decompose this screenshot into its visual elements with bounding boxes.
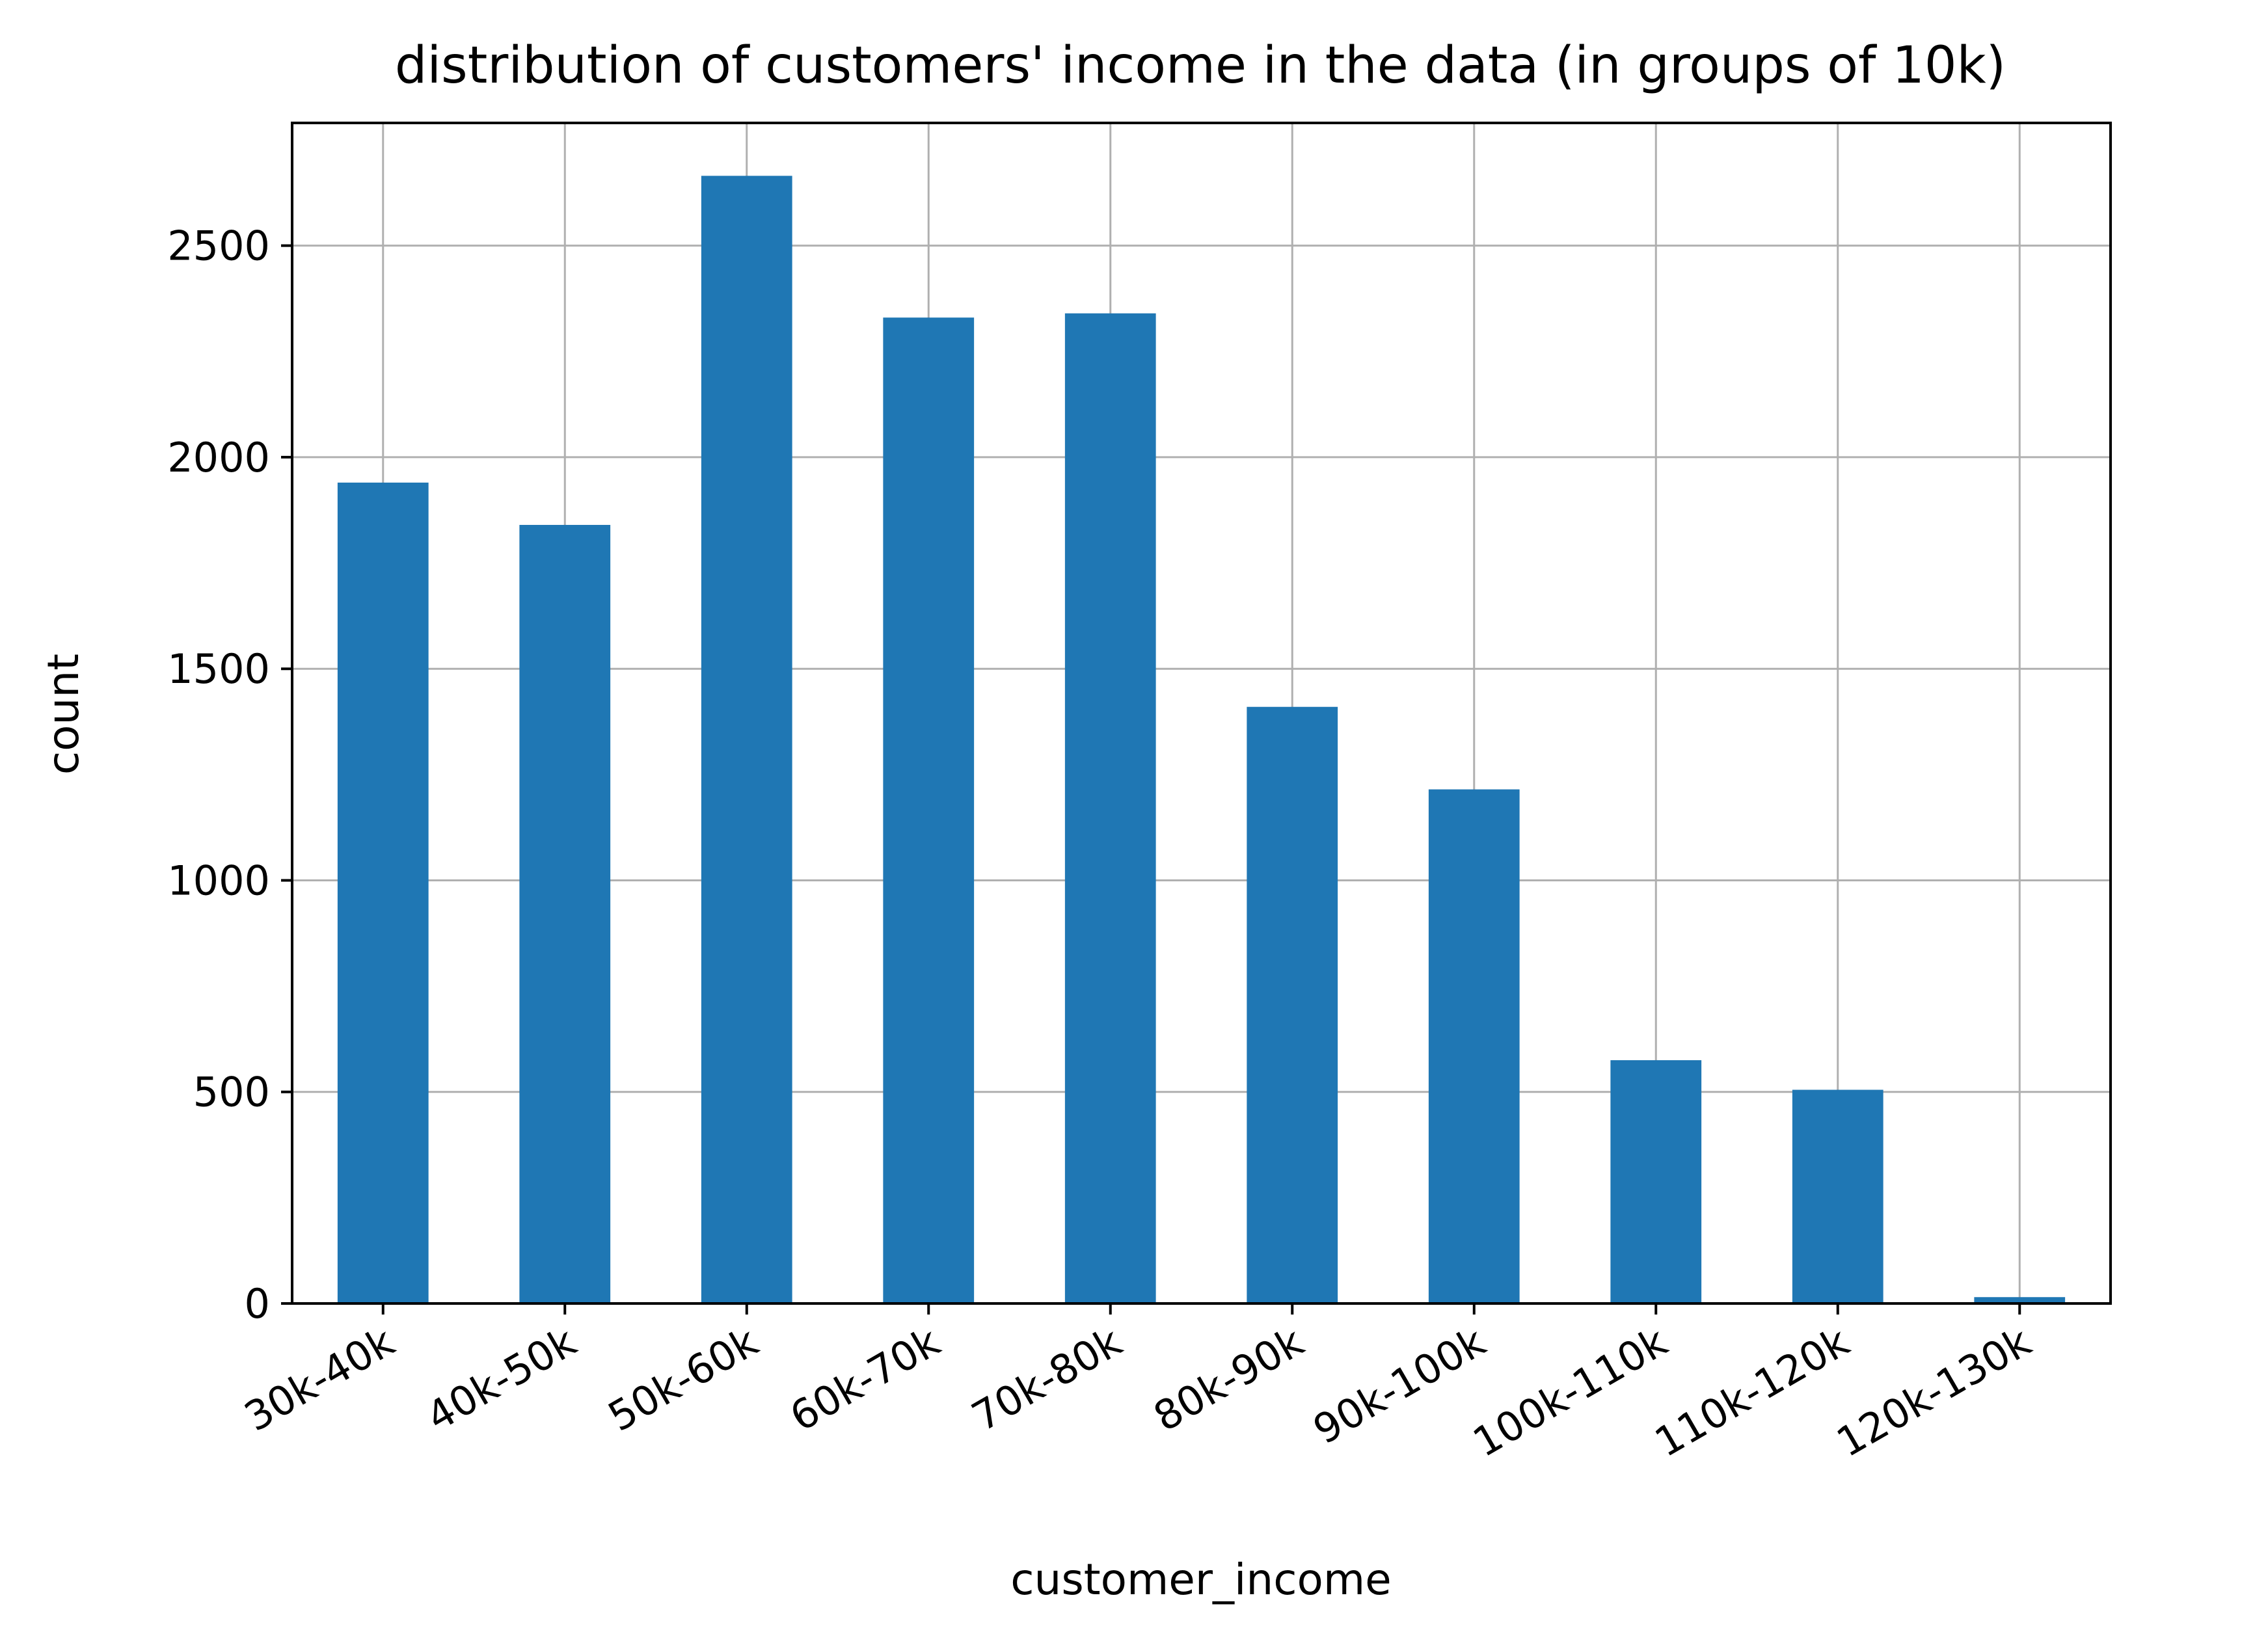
bars <box>337 176 2066 1304</box>
y-tick-label: 1000 <box>167 857 270 904</box>
bar-120k-130k <box>1974 1297 2066 1303</box>
y-tick-label: 2000 <box>167 434 270 481</box>
bar-90k-100k <box>1428 789 1520 1303</box>
y-axis-ticks: 0 500 1000 1500 2000 2500 <box>167 222 292 1328</box>
chart-title: distribution of customers' income in the… <box>395 36 2006 95</box>
bar-60k-70k <box>883 317 975 1303</box>
x-axis-label: customer_income <box>1010 1555 1392 1605</box>
bar-100k-110k <box>1610 1060 1702 1303</box>
bar-80k-90k <box>1247 706 1338 1303</box>
y-axis-label: count <box>38 654 88 775</box>
bar-110k-120k <box>1792 1089 1883 1303</box>
y-tick-label: 2500 <box>167 222 270 270</box>
bar-70k-80k <box>1064 313 1156 1303</box>
y-tick-label: 500 <box>193 1069 270 1116</box>
y-tick-label: 0 <box>245 1280 270 1328</box>
bar-50k-60k <box>701 176 792 1304</box>
y-tick-label: 1500 <box>167 645 270 693</box>
bar-40k-50k <box>519 525 611 1303</box>
plot-frame <box>291 122 2112 1305</box>
bar-30k-40k <box>337 482 429 1303</box>
